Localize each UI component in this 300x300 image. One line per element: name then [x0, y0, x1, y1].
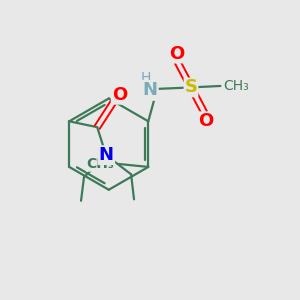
Text: CH₃: CH₃ — [224, 79, 249, 93]
Text: O: O — [169, 45, 184, 63]
Text: CH₃: CH₃ — [87, 157, 114, 171]
Text: N: N — [99, 146, 114, 164]
Text: N: N — [142, 81, 157, 99]
Text: S: S — [184, 78, 197, 96]
Text: H: H — [140, 71, 151, 85]
Text: O: O — [198, 112, 213, 130]
Text: O: O — [112, 86, 127, 104]
